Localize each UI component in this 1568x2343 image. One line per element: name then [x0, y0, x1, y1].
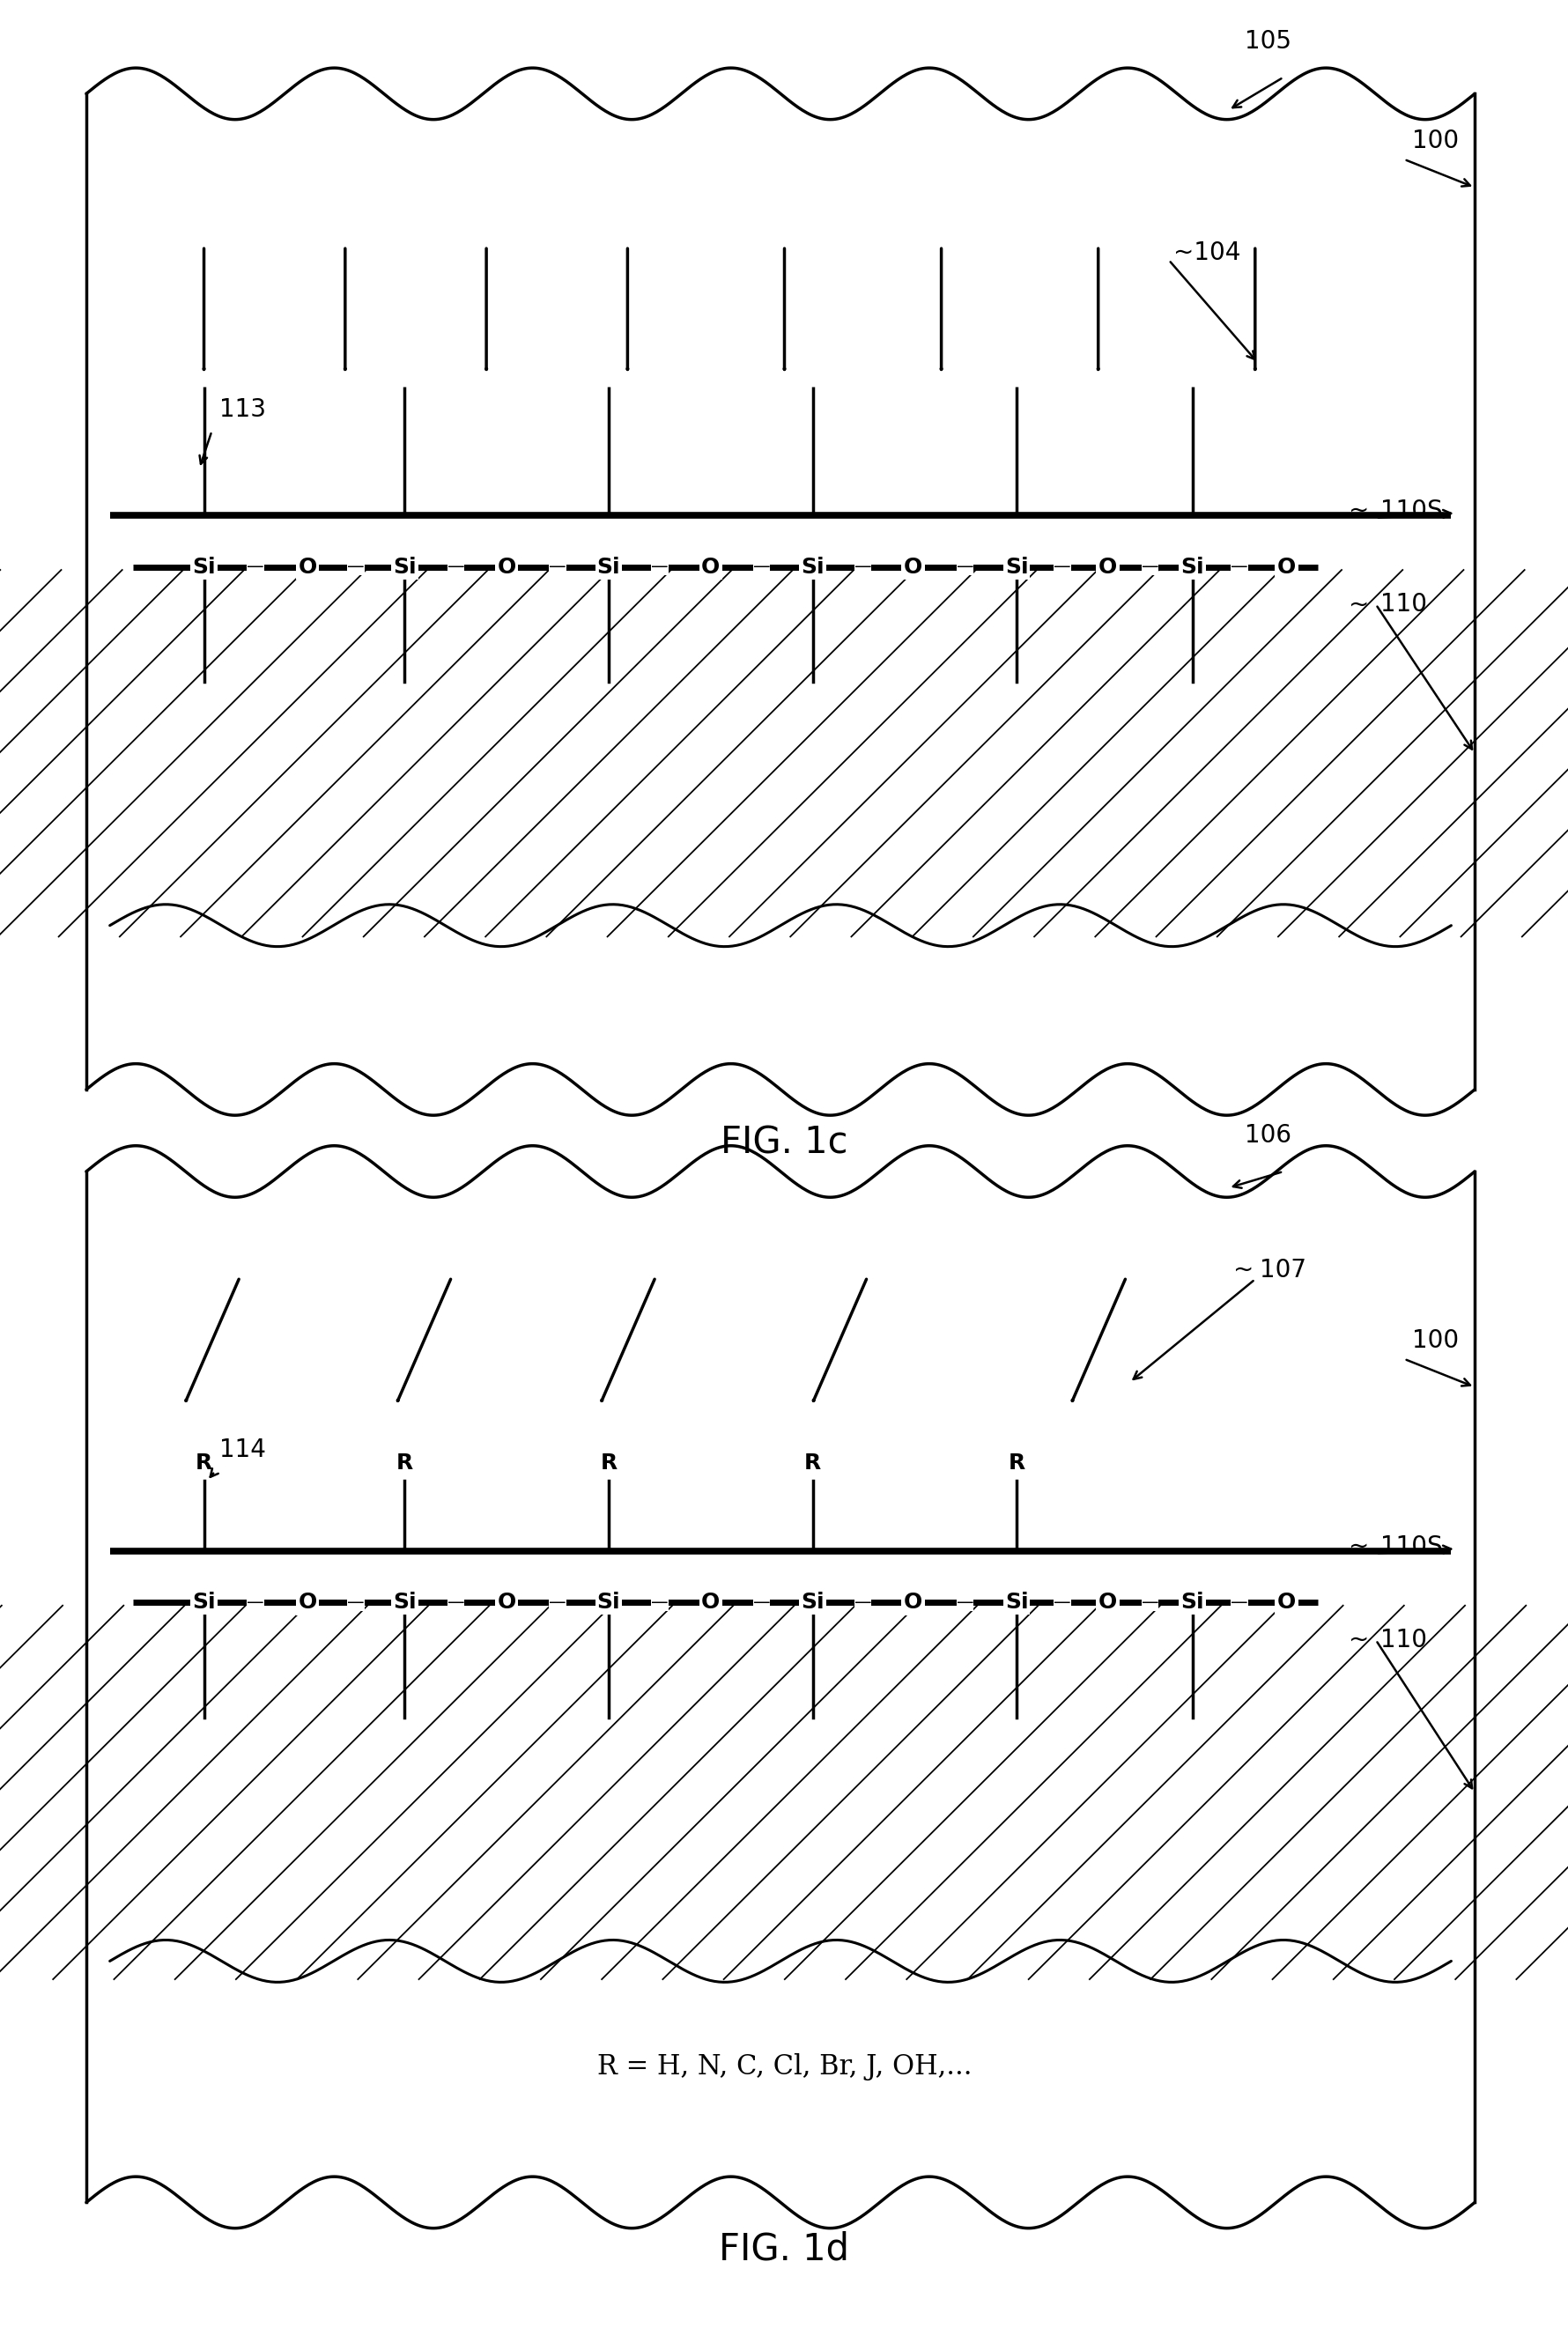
Text: Si: Si [1005, 555, 1027, 579]
Text: 114: 114 [220, 1436, 267, 1462]
Text: R: R [1008, 1453, 1024, 1474]
Text: R: R [196, 1453, 212, 1474]
Text: —: — [853, 558, 872, 576]
Text: 110: 110 [1380, 1628, 1427, 1652]
Text: —: — [549, 1593, 566, 1612]
Text: ~: ~ [1348, 593, 1369, 616]
Text: —: — [651, 1593, 668, 1612]
Text: O: O [701, 1591, 720, 1614]
Text: —: — [1229, 558, 1248, 576]
Text: —: — [955, 558, 974, 576]
Text: —: — [447, 558, 464, 576]
Text: —: — [1140, 558, 1159, 576]
Text: ~: ~ [1348, 1628, 1369, 1652]
Text: Si: Si [1005, 1591, 1027, 1614]
Text: ~104: ~104 [1173, 241, 1240, 265]
Text: O: O [1098, 1591, 1116, 1614]
Text: O: O [497, 555, 516, 579]
Text: —: — [246, 558, 265, 576]
Text: Si: Si [597, 555, 619, 579]
Text: —: — [1140, 1593, 1159, 1612]
Text: O: O [1276, 1591, 1295, 1614]
Text: R: R [804, 1453, 820, 1474]
Text: —: — [753, 1593, 770, 1612]
Text: —: — [753, 558, 770, 576]
Text: —: — [651, 558, 668, 576]
Text: —: — [549, 558, 566, 576]
Text: O: O [1276, 555, 1295, 579]
Text: —: — [1052, 558, 1071, 576]
Text: —: — [955, 1593, 974, 1612]
Text: —: — [347, 1593, 365, 1612]
Text: R = H, N, C, Cl, Br, J, OH,...: R = H, N, C, Cl, Br, J, OH,... [597, 2052, 971, 2081]
Text: Si: Si [193, 555, 215, 579]
Text: O: O [903, 555, 922, 579]
Text: ~: ~ [1348, 499, 1369, 522]
Bar [110, 1605, 1450, 1980]
Text: 106: 106 [1243, 1122, 1290, 1148]
Text: ~: ~ [1348, 1535, 1369, 1558]
Bar [110, 569, 1450, 937]
Text: —: — [1229, 1593, 1248, 1612]
Text: Si: Si [394, 555, 416, 579]
Text: FIG. 1d: FIG. 1d [718, 2231, 850, 2268]
Text: Si: Si [193, 1591, 215, 1614]
Text: 107: 107 [1259, 1258, 1306, 1282]
Text: Si: Si [801, 1591, 823, 1614]
Text: Si: Si [597, 1591, 619, 1614]
Text: O: O [1098, 555, 1116, 579]
Text: FIG. 1c: FIG. 1c [720, 1125, 848, 1162]
Text: 100: 100 [1411, 129, 1458, 152]
Text: —: — [246, 1593, 265, 1612]
Text: Si: Si [1181, 555, 1203, 579]
Text: —: — [447, 1593, 464, 1612]
Text: 110: 110 [1380, 593, 1427, 616]
Text: O: O [298, 1591, 317, 1614]
Text: R: R [601, 1453, 616, 1474]
Text: 100: 100 [1411, 1328, 1458, 1352]
Text: ~: ~ [1232, 1258, 1253, 1282]
Text: —: — [853, 1593, 872, 1612]
Text: O: O [298, 555, 317, 579]
Text: 105: 105 [1243, 28, 1290, 54]
Text: 110S: 110S [1380, 1535, 1443, 1558]
Text: O: O [701, 555, 720, 579]
Text: O: O [497, 1591, 516, 1614]
Text: Si: Si [1181, 1591, 1203, 1614]
Text: —: — [347, 558, 365, 576]
Text: R: R [397, 1453, 412, 1474]
Text: Si: Si [394, 1591, 416, 1614]
Text: 113: 113 [220, 396, 267, 422]
Text: Si: Si [801, 555, 823, 579]
Text: —: — [1052, 1593, 1071, 1612]
Text: 110S: 110S [1380, 499, 1443, 522]
Text: O: O [903, 1591, 922, 1614]
